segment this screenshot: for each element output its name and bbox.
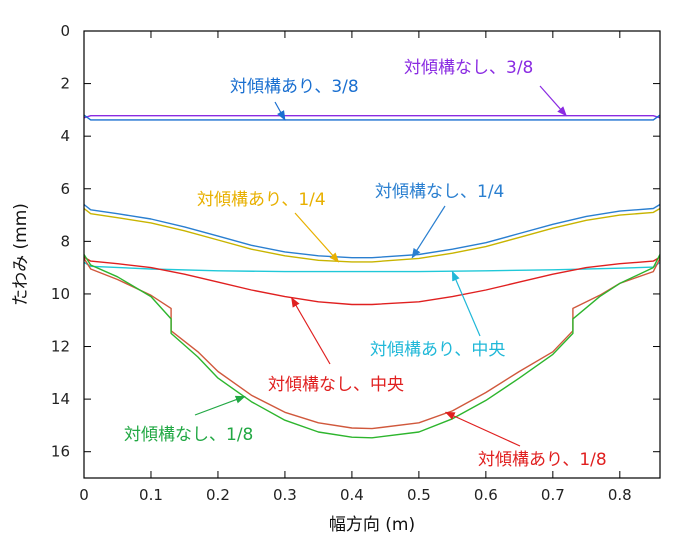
annotation-label: 対傾構あり、3/8 [230, 77, 359, 97]
annotation-label: 対傾構あり、1/4 [197, 190, 326, 210]
annotation-arrow [444, 411, 521, 447]
annotation-arrow [194, 395, 246, 416]
series-line-3 [83, 207, 661, 263]
annotation-arrow [411, 205, 446, 259]
x-tick-label: 0.8 [608, 486, 632, 504]
series-line-7 [83, 254, 661, 439]
y-tick-label: 16 [51, 443, 70, 461]
x-tick-label: 0.4 [340, 486, 364, 504]
series-line-2 [83, 203, 661, 259]
annotation-arrow [294, 212, 340, 263]
series-line-1 [83, 114, 661, 121]
series-line-5 [83, 256, 661, 306]
x-tick-label: 0.6 [474, 486, 498, 504]
x-tick-label: 0.2 [206, 486, 230, 504]
y-tick-label: 14 [51, 390, 70, 408]
y-tick-label: 10 [51, 285, 70, 303]
annotation-arrow [291, 297, 331, 365]
plot-lines [83, 114, 661, 439]
annotation-label: 対傾構なし、3/8 [404, 58, 533, 78]
series-line-0 [83, 114, 661, 119]
annotation-arrow [274, 101, 286, 121]
y-tick-label: 0 [60, 22, 70, 40]
series-line-4 [83, 261, 661, 273]
annotation-arrow [539, 85, 567, 117]
series-line-6 [83, 258, 661, 430]
y-tick-label: 6 [60, 180, 70, 198]
plot-frame [83, 30, 661, 479]
annotation-label: 対傾構なし、中央 [268, 375, 404, 395]
x-tick-label: 0.1 [139, 486, 163, 504]
annotation-label: 対傾構なし、1/8 [124, 425, 253, 445]
y-tick-label: 2 [60, 75, 70, 93]
annotations: 対傾構あり、3/8 対傾構なし、3/8 対傾構あり、1/4 対傾構なし、1/4 対傾構な… [124, 58, 607, 470]
annotation-label: 対傾構あり、1/8 [478, 450, 607, 470]
ticks: 0 0.1 0.2 0.3 0.4 0.5 0.6 0.7 0.8 0 2 4 6 8 10 12 14 16 [51, 22, 660, 504]
y-tick-label: 8 [60, 232, 70, 250]
annotation-arrow [451, 270, 481, 337]
y-tick-label: 4 [60, 127, 70, 145]
x-tick-label: 0 [79, 486, 89, 504]
x-tick-label: 0.5 [407, 486, 431, 504]
y-axis-title: たわみ (mm) [11, 203, 31, 306]
x-tick-label: 0.3 [273, 486, 297, 504]
x-axis-title: 幅方向 (m) [329, 515, 415, 535]
annotation-label: 対傾構あり、中央 [370, 340, 505, 360]
x-tick-label: 0.7 [541, 486, 565, 504]
y-tick-label: 12 [51, 338, 70, 356]
annotation-label: 対傾構なし、1/4 [375, 182, 504, 202]
